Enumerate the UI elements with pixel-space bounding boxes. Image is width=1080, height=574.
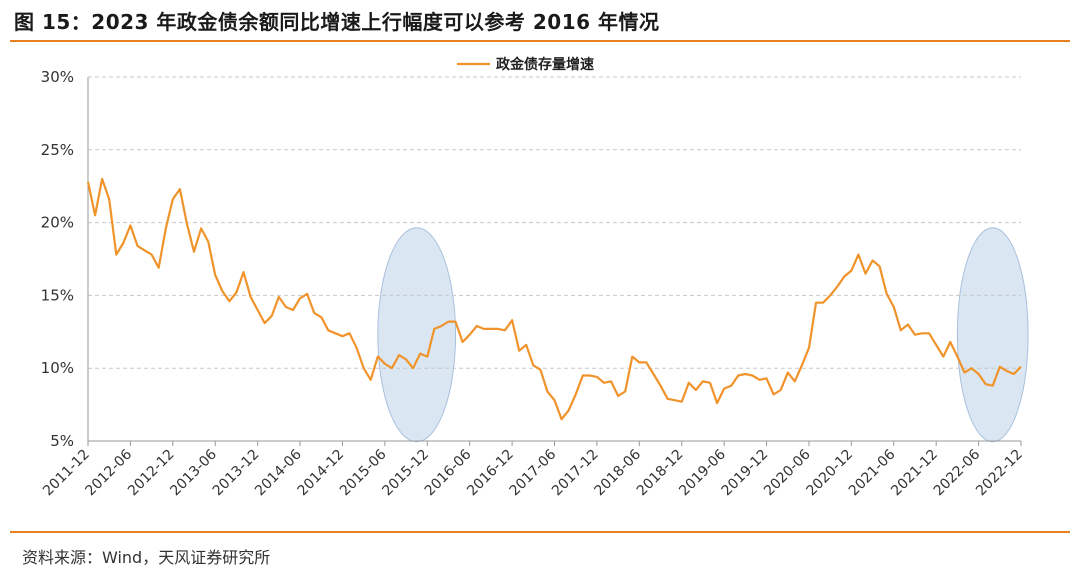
legend: 政金债存量增速 bbox=[457, 56, 594, 73]
series-line-1 bbox=[86, 177, 1022, 421]
y-tick-label: 20% bbox=[41, 214, 74, 232]
figure-title: 图 15：2023 年政金债余额同比增速上行幅度可以参考 2016 年情况 bbox=[14, 10, 660, 34]
y-tick-label: 15% bbox=[41, 286, 74, 304]
series-lines bbox=[86, 177, 1022, 421]
y-tick-label: 30% bbox=[41, 68, 74, 86]
source-note: 资料来源：Wind，天风证券研究所 bbox=[22, 548, 271, 567]
axes bbox=[87, 77, 1022, 446]
y-tick-label: 5% bbox=[50, 432, 74, 450]
highlight-ellipses bbox=[377, 227, 1029, 443]
grid-lines bbox=[88, 76, 1021, 369]
y-tick-label: 10% bbox=[41, 359, 74, 377]
highlight-ellipse-1 bbox=[377, 227, 457, 443]
x-tick-labels: 2011-122012-062012-122013-062013-122014-… bbox=[40, 446, 1026, 499]
highlight-ellipse-2 bbox=[956, 227, 1029, 443]
top-rule bbox=[10, 40, 1070, 42]
y-tick-label: 25% bbox=[41, 141, 74, 159]
y-tick-labels: 5% 10% 15% 20% 25% 30% bbox=[41, 68, 74, 450]
line-chart: 5% 10% 15% 20% 25% 30% 2011-122012-062012-122… bbox=[40, 56, 1029, 499]
legend-label: 政金债存量增速 bbox=[496, 56, 594, 73]
bottom-rule bbox=[10, 531, 1070, 533]
x-tick-label: 2022-12 bbox=[973, 447, 1026, 500]
